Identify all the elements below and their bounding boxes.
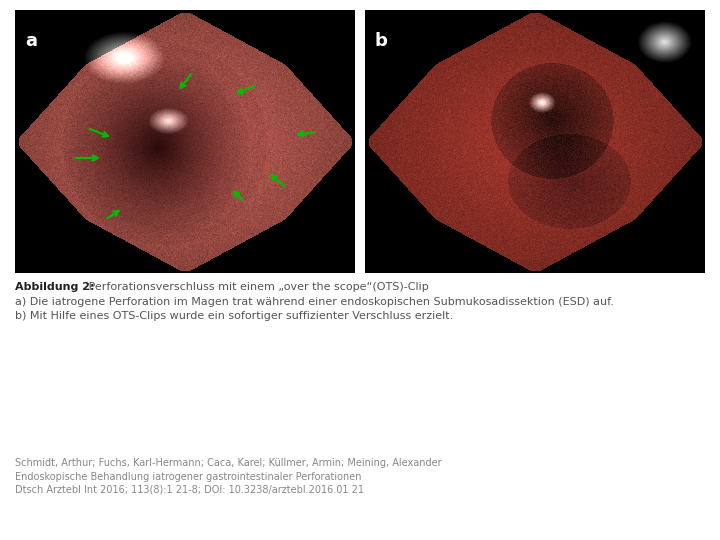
Text: Perforationsverschluss mit einem „over the scope“(OTS)-Clip: Perforationsverschluss mit einem „over t… xyxy=(85,282,428,292)
Text: Schmidt, Arthur; Fuchs, Karl-Hermann; Caca, Karel; Küllmer, Armin; Meining, Alex: Schmidt, Arthur; Fuchs, Karl-Hermann; Ca… xyxy=(15,458,441,468)
Text: a: a xyxy=(25,32,37,50)
Text: b: b xyxy=(375,32,388,50)
Text: a) Die iatrogene Perforation im Magen trat während einer endoskopischen Submukos: a) Die iatrogene Perforation im Magen tr… xyxy=(15,297,614,307)
Text: Dtsch Arztebl Int 2016; 113(8):1 21-8; DOI: 10.3238/arztebl.2016.01 21: Dtsch Arztebl Int 2016; 113(8):1 21-8; D… xyxy=(15,485,364,495)
Text: Abbildung 2:: Abbildung 2: xyxy=(15,282,94,292)
Text: Endoskopische Behandlung iatrogener gastrointestinaler Perforationen: Endoskopische Behandlung iatrogener gast… xyxy=(15,472,361,482)
Text: b) Mit Hilfe eines OTS-Clips wurde ein sofortiger suffizienter Verschluss erziel: b) Mit Hilfe eines OTS-Clips wurde ein s… xyxy=(15,311,454,321)
Bar xyxy=(365,10,705,273)
Bar xyxy=(15,10,355,273)
